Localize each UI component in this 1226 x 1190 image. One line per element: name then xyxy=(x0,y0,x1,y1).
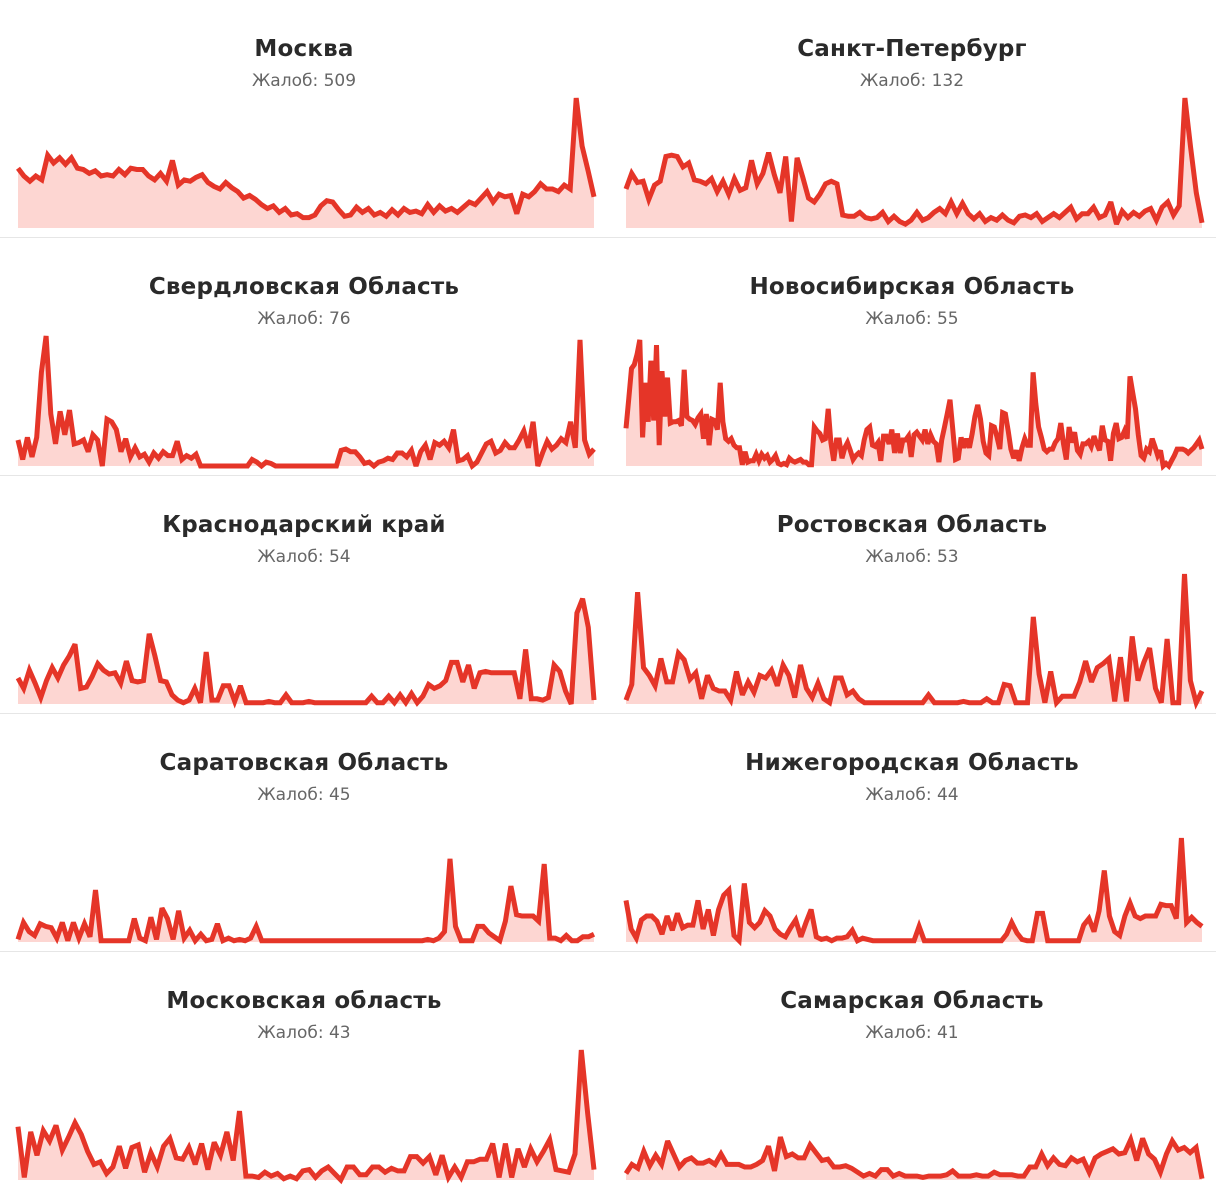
region-card: Саратовская Область Жалоб: 45 xyxy=(0,714,608,952)
region-title: Москва xyxy=(254,36,354,62)
complaints-sparkline xyxy=(15,335,596,471)
region-title: Краснодарский край xyxy=(162,512,446,538)
complaints-count: Жалоб: 54 xyxy=(257,547,351,567)
complaints-count: Жалоб: 53 xyxy=(865,547,959,567)
complaints-sparkline xyxy=(623,837,1204,947)
sparkline-line xyxy=(15,858,596,946)
region-card: Самарская Область Жалоб: 41 xyxy=(608,952,1216,1190)
region-card: Санкт-Петербург Жалоб: 132 xyxy=(608,0,1216,238)
region-card: Московская область Жалоб: 43 xyxy=(0,952,608,1190)
region-row: Саратовская Область Жалоб: 45 Нижегородска… xyxy=(0,714,1226,952)
sparkline-line xyxy=(16,97,597,221)
complaints-sparkline xyxy=(623,1132,1205,1180)
region-title: Свердловская Область xyxy=(148,274,460,300)
row-divider xyxy=(0,475,1216,476)
sparkline-area xyxy=(18,1050,594,1180)
region-row: Краснодарский край Жалоб: 54 Ростовская Об… xyxy=(0,476,1226,714)
region-row: Московская область Жалоб: 43 Самарская Обл… xyxy=(0,952,1226,1190)
sparkline-line xyxy=(15,597,597,709)
region-row: Москва Жалоб: 509 Санкт-Петербург Жалоб: 13… xyxy=(0,0,1226,238)
sparkline-line xyxy=(15,335,596,471)
sparkline-area xyxy=(18,598,594,704)
complaints-count: Жалоб: 43 xyxy=(257,1023,351,1043)
region-card: Краснодарский край Жалоб: 54 xyxy=(0,476,608,714)
region-title: Саратовская Область xyxy=(159,750,449,776)
sparkline-line xyxy=(623,97,1205,227)
complaints-sparkline xyxy=(15,597,597,709)
complaints-count: Жалоб: 132 xyxy=(859,71,965,91)
sparkline-line xyxy=(15,1049,597,1185)
row-divider xyxy=(0,713,1216,714)
complaints-sparkline xyxy=(623,339,1205,471)
sparkline-area xyxy=(626,98,1202,228)
region-card: Нижегородская Область Жалоб: 44 xyxy=(608,714,1216,952)
sparkline-line xyxy=(623,573,1205,710)
complaints-count: Жалоб: 509 xyxy=(251,71,357,91)
region-card: Ростовская Область Жалоб: 53 xyxy=(608,476,1216,714)
sparkline-line xyxy=(623,339,1205,471)
sparkline-line xyxy=(623,837,1204,947)
complaints-sparkline xyxy=(623,573,1205,710)
region-row: Свердловская Область Жалоб: 76 Новосибирск… xyxy=(0,238,1226,476)
sparkline-line xyxy=(623,1132,1205,1180)
region-title: Санкт-Петербург xyxy=(797,36,1027,62)
region-card: Москва Жалоб: 509 xyxy=(0,0,608,238)
region-title: Московская область xyxy=(166,988,442,1014)
complaints-sparkline xyxy=(15,858,596,946)
complaints-count: Жалоб: 76 xyxy=(257,309,351,329)
region-card: Новосибирская Область Жалоб: 55 xyxy=(608,238,1216,476)
region-title: Самарская Область xyxy=(780,988,1044,1014)
region-card: Свердловская Область Жалоб: 76 xyxy=(0,238,608,476)
sparkline-area xyxy=(18,98,594,228)
sparkline-area xyxy=(626,1137,1202,1180)
region-title: Нижегородская Область xyxy=(745,750,1079,776)
complaints-sparkline xyxy=(15,1049,597,1185)
complaints-count: Жалоб: 55 xyxy=(865,309,959,329)
complaints-count: Жалоб: 45 xyxy=(257,785,351,805)
row-divider xyxy=(0,237,1216,238)
row-divider xyxy=(0,951,1216,952)
complaints-count: Жалоб: 44 xyxy=(865,785,959,805)
region-title: Новосибирская Область xyxy=(749,274,1075,300)
sparkline-area xyxy=(626,574,1202,704)
complaints-sparkline xyxy=(16,97,597,228)
complaints-sparkline xyxy=(623,97,1205,228)
complaints-count: Жалоб: 41 xyxy=(865,1023,959,1043)
region-title: Ростовская Область xyxy=(776,512,1048,538)
